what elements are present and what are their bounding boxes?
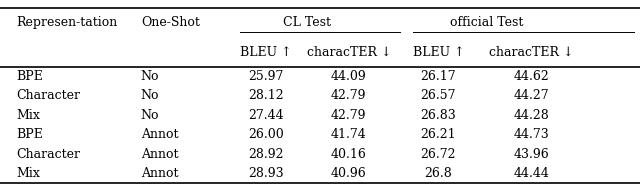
Text: official Test: official Test bbox=[450, 16, 523, 29]
Text: 44.27: 44.27 bbox=[513, 89, 549, 103]
Text: 44.73: 44.73 bbox=[513, 128, 549, 141]
Text: 42.79: 42.79 bbox=[331, 89, 367, 103]
Text: characTER ↓: characTER ↓ bbox=[489, 45, 573, 59]
Text: 28.92: 28.92 bbox=[248, 148, 284, 161]
Text: BPE: BPE bbox=[16, 70, 43, 83]
Text: 26.57: 26.57 bbox=[420, 89, 456, 103]
Text: BLEU ↑: BLEU ↑ bbox=[240, 45, 291, 59]
Text: 44.62: 44.62 bbox=[513, 70, 549, 83]
Text: Mix: Mix bbox=[16, 109, 40, 122]
Text: 25.97: 25.97 bbox=[248, 70, 284, 83]
Text: 26.72: 26.72 bbox=[420, 148, 456, 161]
Text: 41.74: 41.74 bbox=[331, 128, 367, 141]
Text: 44.09: 44.09 bbox=[331, 70, 367, 83]
Text: Represen-tation: Represen-tation bbox=[16, 16, 117, 29]
Text: No: No bbox=[141, 89, 159, 103]
Text: 42.79: 42.79 bbox=[331, 109, 367, 122]
Text: Annot: Annot bbox=[141, 128, 179, 141]
Text: No: No bbox=[141, 109, 159, 122]
Text: CL Test: CL Test bbox=[283, 16, 332, 29]
Text: 28.93: 28.93 bbox=[248, 167, 284, 180]
Text: 27.44: 27.44 bbox=[248, 109, 284, 122]
Text: BPE: BPE bbox=[16, 128, 43, 141]
Text: 28.12: 28.12 bbox=[248, 89, 284, 103]
Text: 26.00: 26.00 bbox=[248, 128, 284, 141]
Text: Character: Character bbox=[16, 148, 80, 161]
Text: Annot: Annot bbox=[141, 148, 179, 161]
Text: 26.21: 26.21 bbox=[420, 128, 456, 141]
Text: One-Shot: One-Shot bbox=[141, 16, 200, 29]
Text: BLEU ↑: BLEU ↑ bbox=[413, 45, 464, 59]
Text: 26.83: 26.83 bbox=[420, 109, 456, 122]
Text: No: No bbox=[141, 70, 159, 83]
Text: characTER ↓: characTER ↓ bbox=[307, 45, 391, 59]
Text: Character: Character bbox=[16, 89, 80, 103]
Text: Annot: Annot bbox=[141, 167, 179, 180]
Text: 44.28: 44.28 bbox=[513, 109, 549, 122]
Text: 43.96: 43.96 bbox=[513, 148, 549, 161]
Text: 26.17: 26.17 bbox=[420, 70, 456, 83]
Text: 40.16: 40.16 bbox=[331, 148, 367, 161]
Text: 26.8: 26.8 bbox=[424, 167, 452, 180]
Text: Mix: Mix bbox=[16, 167, 40, 180]
Text: 44.44: 44.44 bbox=[513, 167, 549, 180]
Text: 40.96: 40.96 bbox=[331, 167, 367, 180]
